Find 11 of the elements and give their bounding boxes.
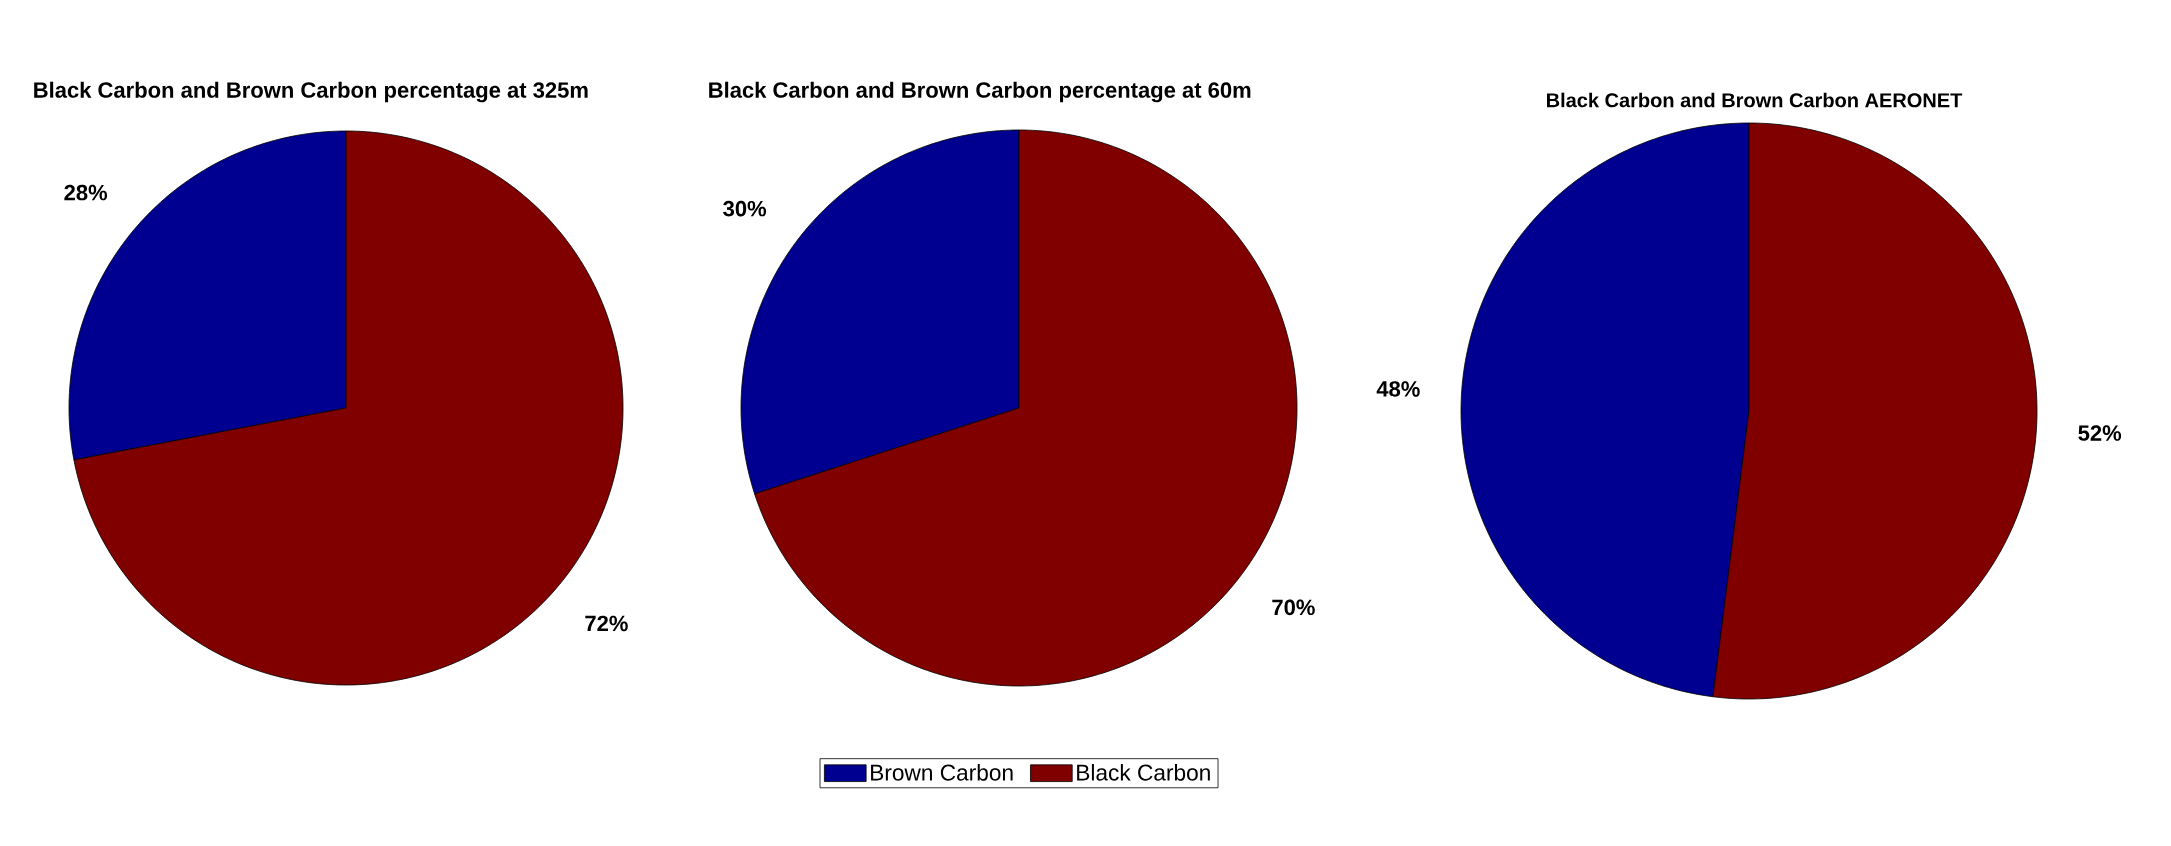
- legend-label: Brown Carbon: [871, 764, 1013, 781]
- chart-title: Black Carbon and Brown Carbon percentage at 325m: [34, 81, 588, 103]
- chart-title: Black Carbon and Brown Carbon AERONET: [1547, 92, 1963, 108]
- data-label: 72%: [585, 615, 628, 632]
- chart-title: Black Carbon and Brown Carbon percentage at 60m: [709, 81, 1251, 103]
- data-label: 70%: [1272, 599, 1315, 616]
- data-label: 30%: [723, 200, 767, 217]
- legend-label: Black Carbon: [1077, 764, 1210, 781]
- data-label: 28%: [64, 184, 108, 201]
- data-label: 48%: [1376, 381, 1420, 397]
- data-label: 52%: [2078, 425, 2122, 441]
